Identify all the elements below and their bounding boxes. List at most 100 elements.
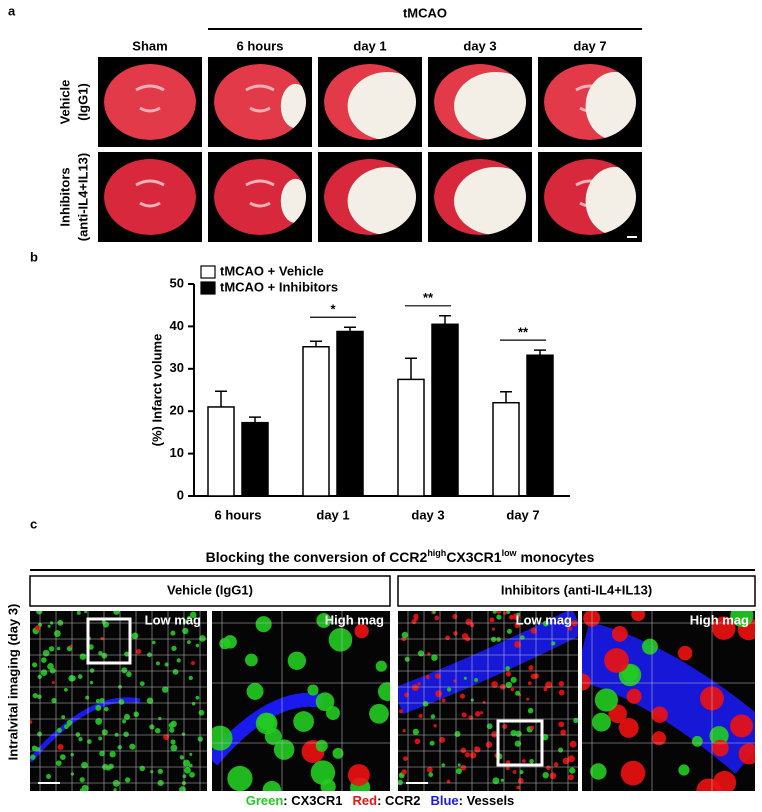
cell <box>474 746 479 751</box>
cell <box>573 717 578 724</box>
bar <box>492 401 520 497</box>
brain-tissue <box>104 64 196 140</box>
panel-label: c <box>30 516 37 531</box>
cell <box>121 667 128 674</box>
cell <box>496 614 502 620</box>
cell <box>429 740 435 746</box>
cell <box>496 637 501 642</box>
cell <box>492 777 500 785</box>
y-axis-label: (%) Infarct volume <box>149 334 164 447</box>
bar <box>431 323 459 497</box>
cell <box>88 644 94 650</box>
group-label: tMCAO <box>403 5 447 20</box>
cell <box>553 762 559 767</box>
cell <box>40 669 48 676</box>
bar <box>336 330 364 497</box>
micrograph <box>212 611 390 791</box>
cell <box>195 695 200 700</box>
cell <box>99 697 105 703</box>
cell <box>491 627 495 631</box>
cell <box>521 759 526 763</box>
cell <box>95 704 102 711</box>
brain <box>104 64 196 140</box>
row-sublabel: (anti-IL4+IL13) <box>75 153 90 242</box>
cell <box>66 719 73 726</box>
cell <box>77 674 83 679</box>
cell <box>491 681 498 688</box>
cell <box>590 763 607 780</box>
cell <box>123 731 129 737</box>
cell <box>79 788 84 791</box>
cell <box>56 727 62 733</box>
cell <box>433 724 437 728</box>
cell <box>155 661 160 666</box>
brain <box>324 159 416 235</box>
cell <box>51 680 55 685</box>
cell <box>425 674 430 680</box>
cell <box>170 744 178 752</box>
cell <box>611 626 628 642</box>
cell <box>428 772 434 778</box>
cell <box>626 688 642 704</box>
cell <box>465 618 473 626</box>
y-tick-label: 40 <box>170 318 184 333</box>
cell <box>604 648 629 673</box>
brain <box>434 159 526 235</box>
legend-swatch <box>200 281 216 295</box>
cell <box>53 630 61 637</box>
zoom-box <box>496 719 544 767</box>
cell <box>293 711 315 732</box>
cell <box>64 687 68 692</box>
zoom-box <box>86 617 132 665</box>
cell <box>37 694 42 699</box>
cell <box>95 717 103 725</box>
cell <box>678 764 690 776</box>
cell <box>246 682 264 700</box>
cell <box>170 720 177 728</box>
cell <box>152 640 156 645</box>
legend-label: tMCAO + Vehicle <box>220 263 324 278</box>
cell <box>621 664 639 682</box>
cell <box>510 687 515 692</box>
image-label: Low mag <box>145 612 201 627</box>
column-label: 6 hours <box>237 38 284 53</box>
cell <box>506 628 512 634</box>
cell <box>711 616 736 640</box>
cell <box>453 679 457 683</box>
cell <box>172 668 179 675</box>
cell <box>567 755 575 763</box>
panel-label: a <box>8 3 16 18</box>
y-tick-label: 10 <box>170 445 184 460</box>
cell <box>517 777 524 784</box>
cell <box>125 777 131 783</box>
cell <box>123 713 131 720</box>
cell <box>95 698 100 703</box>
cell <box>431 654 438 661</box>
cell <box>480 711 484 715</box>
cell <box>582 673 591 691</box>
bar <box>397 378 425 497</box>
cell <box>64 724 69 730</box>
group-label: Vehicle (IgG1) <box>167 582 253 597</box>
cell <box>170 739 176 745</box>
ventricle <box>245 179 275 208</box>
cell <box>434 615 440 621</box>
cell <box>122 719 127 724</box>
cell <box>505 760 511 765</box>
bar <box>526 354 554 497</box>
bar <box>302 346 330 497</box>
significance-label: ** <box>518 325 529 340</box>
cell <box>223 635 237 649</box>
cell <box>412 684 419 692</box>
cell <box>453 631 458 636</box>
title-part: monocytes <box>517 549 595 565</box>
cell <box>76 611 81 615</box>
cell <box>56 760 62 766</box>
cell <box>652 731 667 746</box>
cell <box>158 716 162 721</box>
infarct <box>454 72 526 140</box>
brain <box>104 159 196 235</box>
cell <box>509 614 514 620</box>
cell <box>620 760 646 786</box>
